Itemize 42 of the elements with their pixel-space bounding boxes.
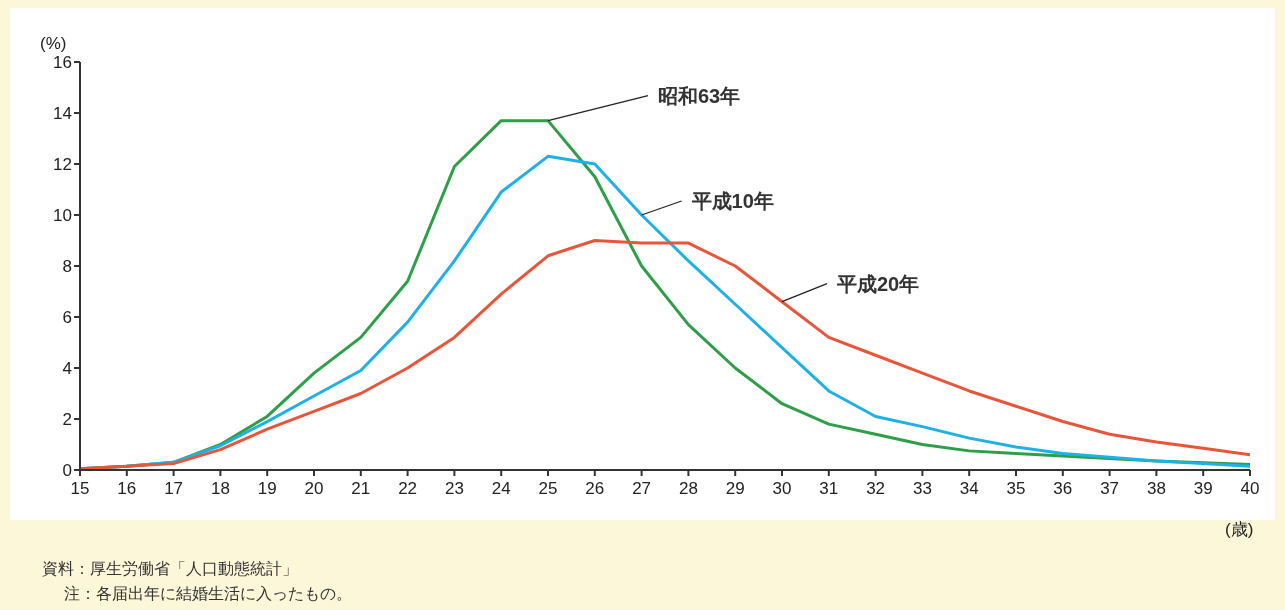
- x-tick-label: 20: [304, 479, 324, 499]
- y-tick-label: 12: [53, 155, 72, 175]
- x-tick-label: 22: [398, 479, 418, 499]
- y-tick-label: 2: [62, 410, 72, 430]
- text: 資料：厚生労働省「人口動態統計」: [42, 558, 299, 580]
- x-tick-label: 30: [772, 479, 792, 499]
- y-tick-label: 16: [53, 53, 72, 73]
- x-tick-label: 25: [538, 479, 558, 499]
- x-tick-label: 16: [117, 479, 137, 499]
- x-tick-label: 23: [444, 479, 464, 499]
- x-tick-label: 27: [632, 479, 652, 499]
- x-tick-label: 40: [1240, 479, 1260, 499]
- x-tick-label: 32: [866, 479, 886, 499]
- x-tick-label: 18: [210, 479, 230, 499]
- series-label: 平成20年: [836, 272, 920, 295]
- x-tick-label: 39: [1193, 479, 1213, 499]
- text: 注：各届出年に結婚生活に入ったもの。: [63, 583, 352, 605]
- y-tick-label: 8: [62, 257, 72, 277]
- x-tick-label: 15: [70, 479, 90, 499]
- x-tick-label: 28: [678, 479, 698, 499]
- x-axis-title: (歳): [1225, 519, 1254, 541]
- x-tick-label: 33: [912, 479, 932, 499]
- y-tick-label: 14: [53, 104, 72, 124]
- x-tick-label: 17: [164, 479, 184, 499]
- x-tick-label: 21: [351, 479, 371, 499]
- x-tick-label: 37: [1100, 479, 1120, 499]
- x-tick-label: 36: [1053, 479, 1073, 499]
- x-tick-label: 24: [491, 479, 511, 499]
- x-tick-label: 38: [1146, 479, 1166, 499]
- series-label: 平成10年: [690, 190, 774, 212]
- text: 昭和63年: [658, 84, 741, 107]
- y-tick-label: 4: [62, 359, 72, 379]
- x-tick-label: 26: [585, 479, 605, 499]
- x-tick-label: 29: [725, 479, 745, 499]
- x-tick-label: 19: [257, 479, 277, 499]
- y-tick-label: 10: [53, 206, 72, 226]
- y-tick-label: 0: [62, 461, 72, 481]
- y-axis-title: (%): [40, 34, 67, 54]
- x-tick-label: 35: [1006, 479, 1026, 499]
- x-tick-label: 31: [819, 479, 839, 499]
- y-tick-label: 6: [62, 308, 72, 328]
- x-tick-label: 34: [959, 479, 979, 499]
